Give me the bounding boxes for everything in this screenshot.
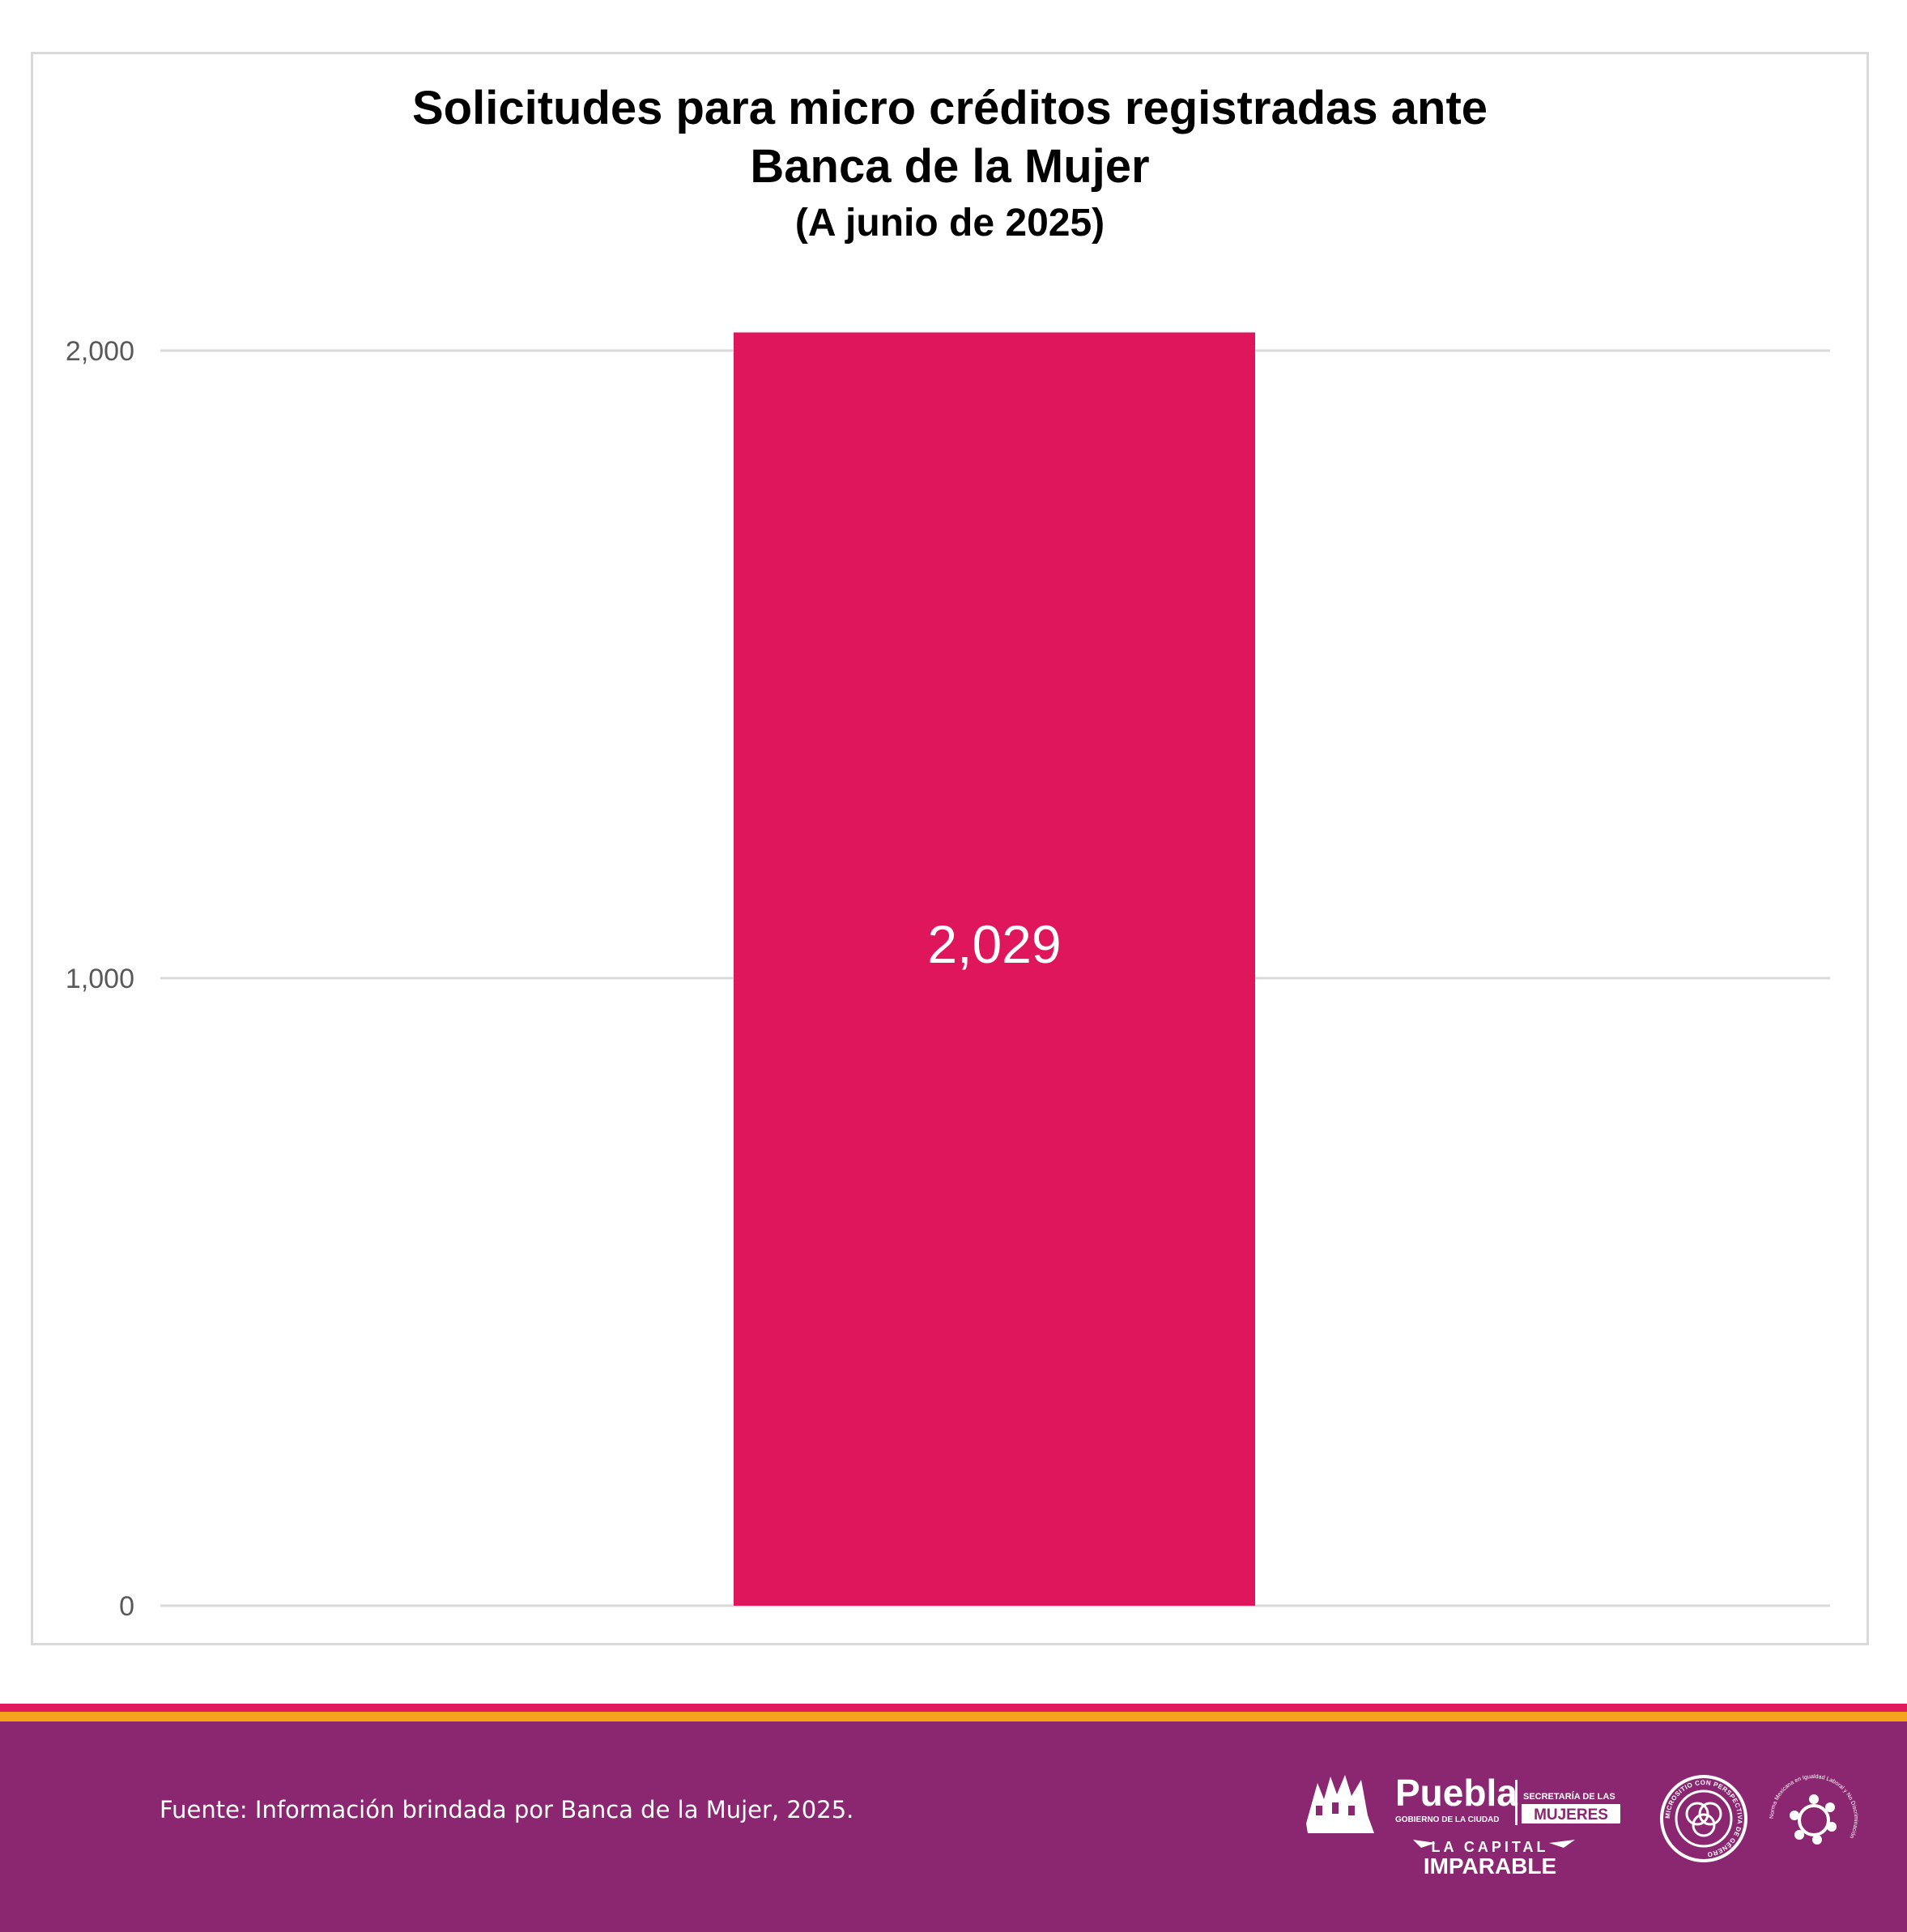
chart-title: Solicitudes para micro créditos registra…	[31, 79, 1869, 249]
puebla-wordmark: Puebla	[1395, 1772, 1518, 1814]
wing-right-icon	[1549, 1840, 1575, 1848]
cathedral-icon	[1306, 1775, 1374, 1833]
bar	[734, 332, 1255, 1606]
source-note: Fuente: Información brindada por Banca d…	[160, 1796, 854, 1823]
chart-title-line-1: Solicitudes para micro créditos registra…	[411, 82, 1488, 134]
y-tick-label: 2,000	[66, 336, 134, 367]
people-circle-icon	[1790, 1794, 1837, 1845]
y-tick-label: 0	[119, 1591, 134, 1622]
slogan-top: LA CAPITAL	[1432, 1839, 1549, 1855]
mujeres-label: MUJERES	[1534, 1806, 1608, 1823]
microsite-seal-logo: MICROSITIO CON PERSPECTIVA DE GÉNERO	[1660, 1775, 1747, 1862]
slogan-bottom: IMPARABLE	[1424, 1853, 1556, 1879]
secretaria-label: SECRETARÍA DE LAS	[1523, 1791, 1615, 1802]
puebla-logo: Puebla GOBIERNO DE LA CIUDAD SECRETARÍA …	[1306, 1772, 1620, 1879]
bar-value-label: 2,029	[927, 914, 1061, 974]
mujeres-box	[1522, 1804, 1620, 1823]
logo-divider	[1515, 1780, 1518, 1825]
wing-left-icon	[1413, 1840, 1436, 1848]
puebla-tagline: GOBIERNO DE LA CIUDAD	[1395, 1815, 1500, 1824]
footer-stripe-pink	[0, 1704, 1907, 1712]
footer	[0, 1704, 1907, 1932]
interlocked-rings-icon	[1685, 1802, 1709, 1826]
y-tick-label: 1,000	[66, 964, 134, 994]
bar-chart: 0 1,000 2,000 2,029	[66, 332, 1830, 1622]
chart-title-line-2: Banca de la Mujer	[750, 140, 1150, 193]
footer-band	[0, 1721, 1907, 1932]
norma-igualdad-logo: Norma Mexicana en Igualdad Laboral y No …	[1769, 1774, 1858, 1845]
footer-stripe-orange	[0, 1712, 1907, 1721]
chart-subtitle: (A junio de 2025)	[794, 202, 1105, 245]
